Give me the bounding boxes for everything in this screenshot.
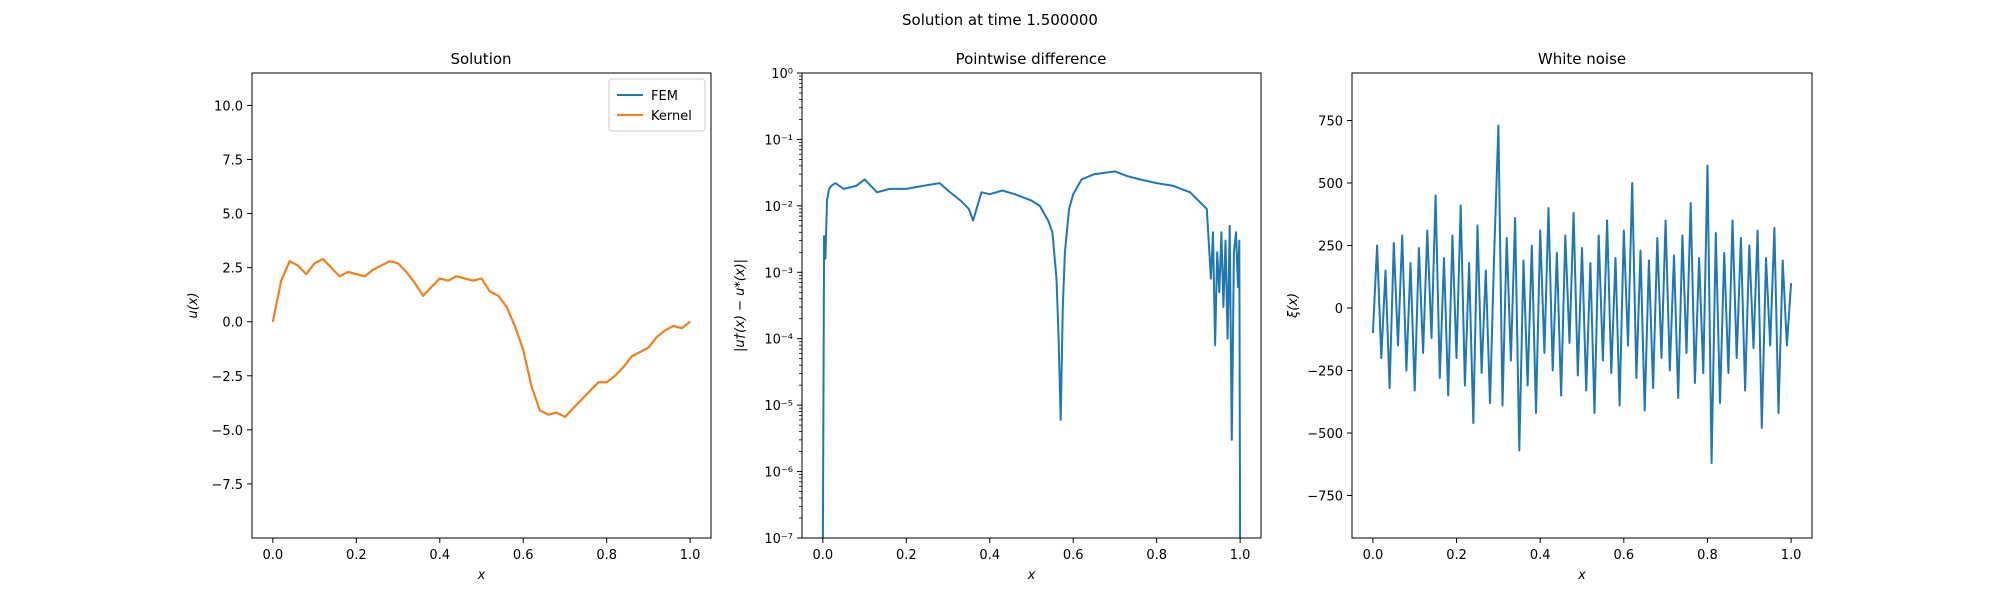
legend-box [608, 78, 706, 132]
panel-difference-title: Pointwise difference [956, 50, 1107, 68]
difference-axes-frame [801, 72, 1262, 539]
solution-series-fem [271, 258, 691, 418]
panel-solution: Solution 0.0 0.2 0.4 0.6 0.8 1.0 −7.5 −5.0 −2.5 0… [186, 50, 712, 583]
noise-axes-frame [1351, 72, 1813, 539]
solution-ytick-label: 5.0 [222, 208, 243, 223]
difference-xtick-label: 0.0 [813, 548, 834, 563]
figure-suptitle: Solution at time 1.500000 [902, 11, 1098, 29]
solution-series-kernel [271, 258, 691, 418]
difference-ylabel: |u†(x) − u*(x)| [733, 259, 748, 352]
difference-ytick-label: 10⁰ [771, 67, 793, 82]
difference-xtick-label: 1.0 [1230, 548, 1251, 563]
noise-xtick-label: 0.8 [1697, 548, 1718, 563]
solution-xtick-label: 0.2 [346, 548, 367, 563]
noise-series-line [1371, 124, 1793, 464]
noise-xtick-label: 0.0 [1363, 548, 1384, 563]
noise-ylabel: ξ(x) [1286, 293, 1301, 319]
solution-ytick-label: −7.5 [211, 478, 243, 493]
difference-ytick-label: 10⁻¹ [764, 133, 793, 148]
solution-ylabel: u(x) [186, 292, 201, 318]
noise-ytick-label: 0 [1335, 302, 1343, 317]
noise-ytick-label: −750 [1307, 490, 1343, 505]
difference-ytick-label: 10⁻² [764, 200, 793, 215]
difference-series-line [821, 170, 1242, 538]
noise-xtick-label: 0.4 [1530, 548, 1551, 563]
difference-ytick-label: 10⁻⁵ [764, 399, 793, 414]
difference-ytick-label: 10⁻⁴ [764, 333, 793, 348]
difference-xtick-label: 0.8 [1146, 548, 1167, 563]
solution-ytick-label: −2.5 [211, 370, 243, 385]
solution-xlabel: x [477, 568, 486, 583]
solution-ytick-label: 2.5 [222, 262, 243, 277]
solution-axes-frame [251, 72, 712, 539]
panel-noise: White noise 0.0 0.2 0.4 0.6 0.8 1.0 −750 −500 −2… [1286, 50, 1813, 583]
noise-xlabel: x [1577, 568, 1586, 583]
noise-xtick-label: 0.2 [1446, 548, 1467, 563]
difference-xtick-label: 0.4 [979, 548, 1000, 563]
difference-ytick-label: 10⁻⁶ [764, 466, 793, 481]
solution-xtick-label: 0.4 [429, 548, 450, 563]
solution-ytick-label: 10.0 [214, 99, 243, 114]
panel-solution-title: Solution [450, 50, 511, 68]
solution-ytick-label: −5.0 [211, 424, 243, 439]
noise-xtick-label: 1.0 [1781, 548, 1802, 563]
noise-ytick-label: 250 [1318, 240, 1343, 255]
difference-ytick-label: 10⁻⁷ [764, 532, 793, 547]
noise-ytick-label: 500 [1318, 177, 1343, 192]
legend-label-kernel: Kernel [651, 109, 692, 124]
panel-noise-title: White noise [1538, 50, 1626, 68]
difference-xtick-label: 0.6 [1063, 548, 1084, 563]
noise-ytick-label: 750 [1318, 115, 1343, 130]
difference-xlabel: x [1027, 568, 1036, 583]
noise-xtick-label: 0.6 [1613, 548, 1634, 563]
solution-xtick-label: 0.0 [263, 548, 284, 563]
panel-difference: Pointwise difference 0.0 0.2 0.4 0.6 0.8 1.0 1… [733, 50, 1262, 583]
solution-xtick-label: 0.8 [596, 548, 617, 563]
noise-ytick-label: −500 [1307, 427, 1343, 442]
difference-xtick-label: 0.2 [896, 548, 917, 563]
solution-ytick-label: 7.5 [222, 154, 243, 169]
noise-ytick-label: −250 [1307, 365, 1343, 380]
solution-ytick-label: 0.0 [222, 316, 243, 331]
solution-xtick-label: 1.0 [680, 548, 701, 563]
solution-xtick-label: 0.6 [513, 548, 534, 563]
difference-ytick-label: 10⁻³ [764, 266, 793, 281]
legend-label-fem: FEM [651, 89, 678, 104]
